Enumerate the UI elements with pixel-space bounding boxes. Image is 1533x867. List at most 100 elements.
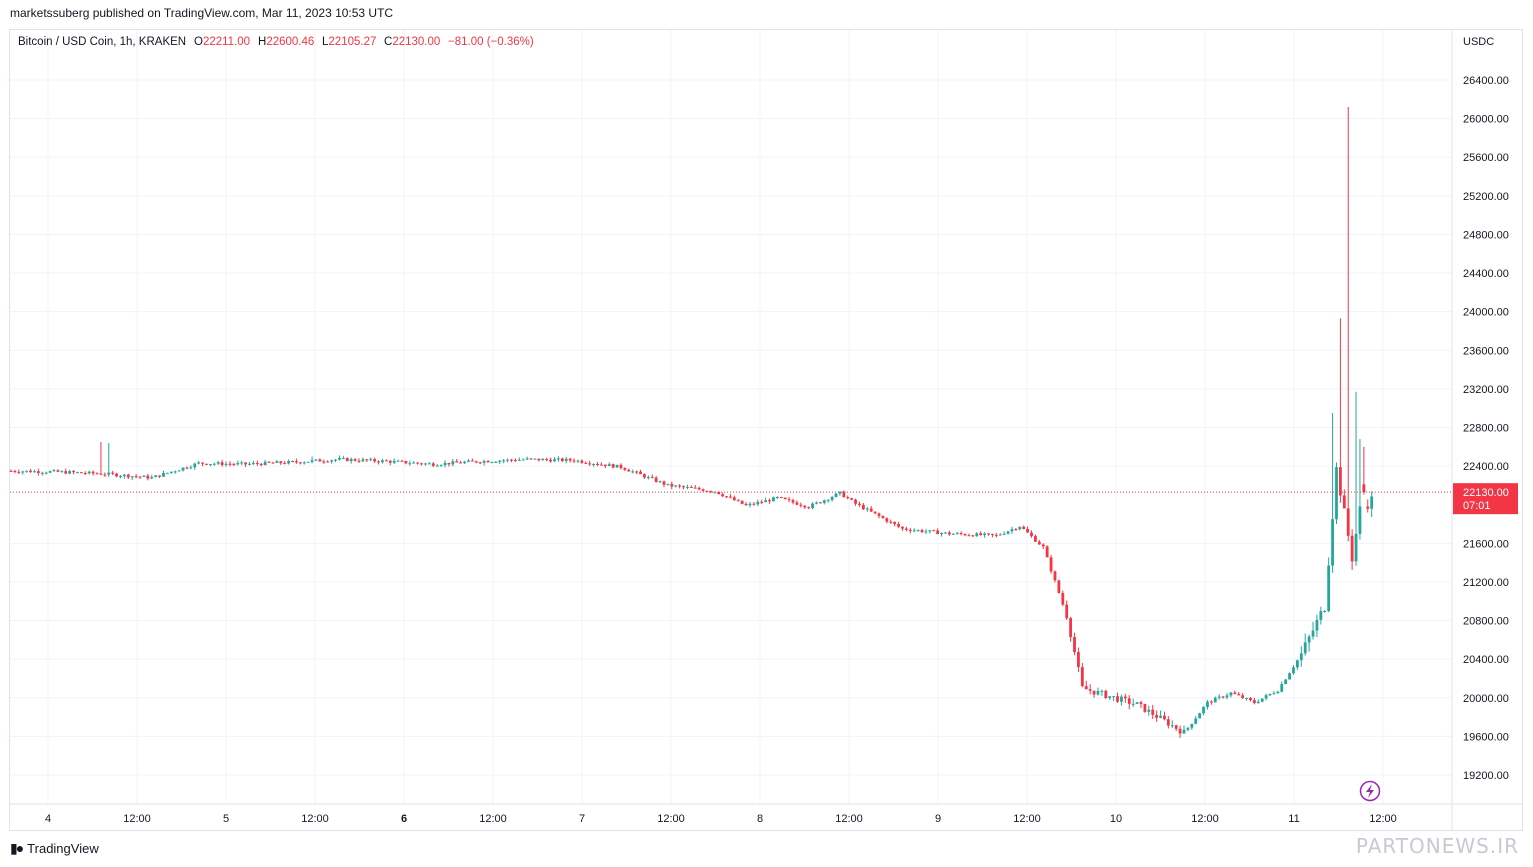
candle xyxy=(142,474,146,477)
candle xyxy=(361,457,365,463)
candle xyxy=(818,502,822,504)
candle xyxy=(979,531,983,536)
lightning-icon[interactable] xyxy=(1359,780,1381,802)
candle xyxy=(1073,632,1076,656)
candle xyxy=(365,458,369,463)
candle xyxy=(302,461,306,465)
candle xyxy=(349,457,353,464)
candle xyxy=(21,470,25,475)
candle xyxy=(525,456,529,461)
candle xyxy=(1174,724,1178,732)
candle xyxy=(1170,720,1174,729)
candle xyxy=(306,461,310,463)
grid-lines xyxy=(10,30,1452,804)
candle xyxy=(623,467,627,472)
candle xyxy=(791,498,795,505)
publisher-line: marketssuberg published on TradingView.c… xyxy=(10,6,394,20)
x-tick-label: 12:00 xyxy=(123,813,151,825)
candle xyxy=(901,526,904,531)
candle xyxy=(255,460,259,466)
candle xyxy=(768,498,771,504)
candle xyxy=(490,461,494,464)
chart-frame[interactable] xyxy=(9,29,1523,831)
candle xyxy=(627,468,631,472)
candle xyxy=(40,471,44,476)
candle xyxy=(1006,530,1010,535)
candle xyxy=(861,502,865,511)
candle xyxy=(697,486,701,491)
candle xyxy=(987,533,990,536)
candle xyxy=(1057,579,1061,594)
candle xyxy=(1135,702,1139,705)
candle xyxy=(607,462,611,467)
candle xyxy=(1299,646,1303,667)
candle xyxy=(1370,491,1374,517)
candle xyxy=(384,459,388,462)
candle xyxy=(635,470,638,475)
candle xyxy=(631,469,635,474)
candle xyxy=(1096,687,1100,696)
candle xyxy=(314,459,318,462)
candle xyxy=(506,458,509,463)
candle xyxy=(236,460,240,466)
candle xyxy=(1108,696,1112,700)
candle xyxy=(940,532,943,537)
candle xyxy=(529,458,533,460)
candle xyxy=(158,475,161,479)
candle xyxy=(1178,725,1182,738)
x-tick-label: 7 xyxy=(579,813,585,825)
candle xyxy=(72,470,75,475)
candle xyxy=(998,533,1002,536)
candle xyxy=(173,470,177,474)
candle xyxy=(1241,693,1245,699)
candle xyxy=(584,461,588,465)
candle xyxy=(1143,703,1147,713)
candle xyxy=(1354,391,1358,566)
candle xyxy=(209,464,212,467)
x-tick-label: 4 xyxy=(45,813,51,825)
candle xyxy=(1120,694,1123,706)
candle xyxy=(752,501,756,506)
candle xyxy=(1139,700,1143,708)
candle xyxy=(1268,693,1272,696)
candle xyxy=(846,495,850,500)
candle xyxy=(1206,700,1209,710)
candle xyxy=(435,463,439,467)
candle xyxy=(295,458,298,464)
candle xyxy=(79,471,83,474)
candle xyxy=(682,485,685,490)
x-tick-label: 12:00 xyxy=(301,813,329,825)
candle xyxy=(1342,489,1346,509)
candle xyxy=(1034,534,1037,543)
candle xyxy=(908,527,912,534)
candle xyxy=(729,494,732,499)
candle xyxy=(341,455,345,460)
candle xyxy=(1100,689,1104,696)
candle xyxy=(705,490,709,492)
candle xyxy=(111,470,115,476)
candle xyxy=(854,498,857,506)
legend-change: −81.00 (−0.36%) xyxy=(448,36,534,48)
candle xyxy=(932,529,936,532)
candle xyxy=(134,473,138,479)
candle xyxy=(693,485,697,489)
candle xyxy=(1182,725,1186,734)
y-tick-label: 22400.00 xyxy=(1463,461,1509,473)
tradingview-logo[interactable]: ▮● TradingView xyxy=(10,840,99,857)
candle xyxy=(279,460,283,465)
candle xyxy=(830,495,834,502)
x-tick-label: 12:00 xyxy=(479,813,507,825)
candle xyxy=(150,474,154,480)
candle xyxy=(1366,499,1370,513)
candle xyxy=(889,519,893,524)
candle xyxy=(373,457,377,463)
candle xyxy=(1311,621,1315,640)
candle xyxy=(744,502,748,506)
x-tick-label: 10 xyxy=(1110,813,1122,825)
candle xyxy=(424,462,427,466)
candle xyxy=(517,457,521,461)
candle xyxy=(666,483,670,486)
candle xyxy=(459,460,463,464)
y-tick-label: 21600.00 xyxy=(1463,538,1509,550)
